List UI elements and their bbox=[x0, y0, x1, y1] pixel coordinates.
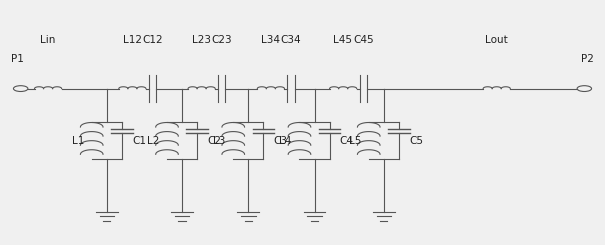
Text: C1: C1 bbox=[132, 136, 146, 146]
Text: L5: L5 bbox=[348, 136, 361, 146]
Text: Lout: Lout bbox=[485, 35, 508, 45]
Text: C3: C3 bbox=[273, 136, 287, 146]
Text: L45: L45 bbox=[333, 35, 352, 45]
Text: C23: C23 bbox=[212, 35, 232, 45]
Text: P2: P2 bbox=[581, 54, 594, 64]
Text: L12: L12 bbox=[123, 35, 142, 45]
Text: L2: L2 bbox=[147, 136, 159, 146]
Text: Lin: Lin bbox=[40, 35, 56, 45]
Text: L3: L3 bbox=[213, 136, 226, 146]
Text: L34: L34 bbox=[261, 35, 280, 45]
Text: C5: C5 bbox=[409, 136, 423, 146]
Text: P1: P1 bbox=[11, 54, 24, 64]
Text: C45: C45 bbox=[353, 35, 374, 45]
Text: C34: C34 bbox=[281, 35, 301, 45]
Text: C4: C4 bbox=[340, 136, 354, 146]
Text: C12: C12 bbox=[142, 35, 163, 45]
Text: C2: C2 bbox=[208, 136, 221, 146]
Text: L23: L23 bbox=[192, 35, 211, 45]
Text: L1: L1 bbox=[71, 136, 84, 146]
Text: L4: L4 bbox=[280, 136, 292, 146]
